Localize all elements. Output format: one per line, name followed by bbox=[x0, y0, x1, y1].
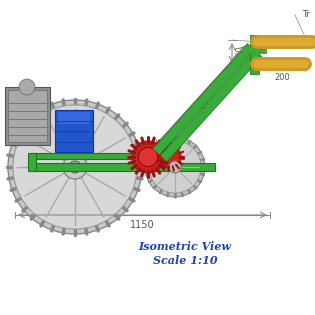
Bar bbox=[58, 112, 90, 124]
Circle shape bbox=[13, 105, 137, 229]
Bar bbox=[55, 110, 93, 152]
Text: 1150: 1150 bbox=[130, 220, 155, 230]
Circle shape bbox=[132, 141, 164, 173]
Bar bbox=[30, 163, 215, 171]
Circle shape bbox=[145, 137, 205, 197]
Bar bbox=[28, 153, 36, 171]
Circle shape bbox=[149, 141, 201, 193]
Bar bbox=[30, 153, 160, 159]
Circle shape bbox=[19, 79, 35, 95]
Circle shape bbox=[169, 161, 181, 173]
Text: Scale 1:10: Scale 1:10 bbox=[153, 255, 217, 266]
Circle shape bbox=[69, 161, 81, 173]
Text: Tr: Tr bbox=[302, 10, 310, 19]
Circle shape bbox=[8, 100, 142, 234]
Circle shape bbox=[159, 146, 181, 168]
Circle shape bbox=[138, 147, 158, 167]
Text: 400: 400 bbox=[236, 45, 245, 61]
Circle shape bbox=[73, 165, 77, 169]
Text: 200: 200 bbox=[274, 73, 290, 82]
Text: 900: 900 bbox=[195, 94, 215, 114]
Circle shape bbox=[63, 155, 87, 179]
Bar bbox=[5, 87, 50, 145]
Text: Isometric View: Isometric View bbox=[139, 242, 232, 253]
Bar bbox=[8, 90, 47, 142]
